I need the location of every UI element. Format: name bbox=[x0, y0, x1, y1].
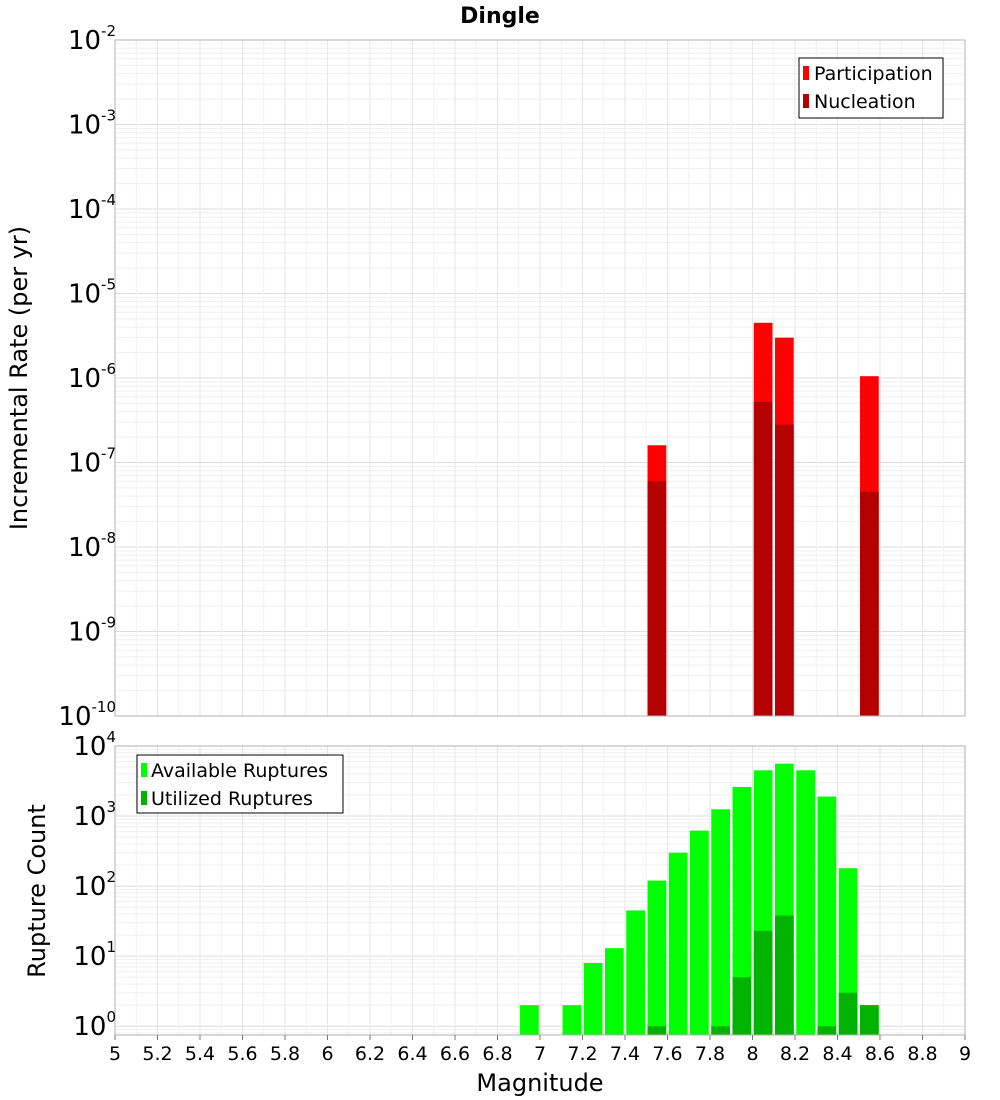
rate-bars bbox=[647, 322, 879, 716]
utilized-legend-label: Utilized Ruptures bbox=[151, 788, 313, 810]
x-tick-label: 6.2 bbox=[355, 1043, 385, 1065]
x-tick-label: 6 bbox=[321, 1043, 333, 1065]
y-tick-label: 10-10 bbox=[58, 698, 116, 732]
x-tick-label: 5.6 bbox=[227, 1043, 257, 1065]
y-tick-label: 10-9 bbox=[68, 614, 116, 648]
count-bar-available-ruptures bbox=[711, 809, 730, 1035]
x-tick-label: 5.4 bbox=[185, 1043, 215, 1065]
nucleation-legend-swatch bbox=[803, 94, 809, 108]
y-tick-label: 10-5 bbox=[68, 276, 116, 310]
x-tick-label: 7.6 bbox=[652, 1043, 682, 1065]
rate-grid bbox=[114, 40, 966, 717]
count-bar-available-ruptures bbox=[626, 910, 645, 1035]
count-panel: 104 103 102 101 100 5 5.2 5.4 5.6 5.8 6 6.2 6.4 6.6 6… bbox=[23, 728, 971, 1097]
count-bar-available-ruptures bbox=[796, 770, 815, 1035]
rate-bar-nucleation bbox=[647, 481, 667, 716]
rate-legend: Participation Nucleation bbox=[798, 57, 944, 119]
available-legend-swatch bbox=[141, 763, 147, 777]
count-bar-available-ruptures bbox=[583, 962, 603, 1035]
y-tick-label: 100 bbox=[73, 1008, 116, 1042]
count-bar-utilized-ruptures bbox=[838, 992, 858, 1035]
x-tick-label: 7.2 bbox=[567, 1043, 597, 1065]
count-bar-available-ruptures bbox=[647, 880, 667, 1035]
y-tick-label: 101 bbox=[73, 938, 116, 972]
count-bar-available-ruptures bbox=[690, 830, 709, 1035]
count-bar-available-ruptures bbox=[520, 1005, 539, 1035]
count-bar-utilized-ruptures bbox=[647, 1026, 667, 1035]
y-tick-label: 102 bbox=[73, 868, 116, 902]
count-bar-available-ruptures bbox=[605, 948, 624, 1035]
chart-title: Dingle bbox=[460, 4, 540, 29]
x-tick-label: 6.6 bbox=[440, 1043, 470, 1065]
rate-plot-frame bbox=[114, 39, 966, 717]
count-y-tick-labels: 104 103 102 101 100 bbox=[73, 728, 116, 1042]
count-bar-available-ruptures bbox=[668, 852, 688, 1035]
rate-panel: 10-2 10-3 10-4 10-5 10-6 10-7 10-8 10-9 10-10 In… bbox=[5, 22, 966, 732]
count-bar-utilized-ruptures bbox=[860, 1005, 879, 1035]
x-axis-label: Magnitude bbox=[476, 1069, 603, 1097]
count-y-axis-label: Rupture Count bbox=[23, 804, 51, 978]
count-legend: Available Ruptures Utilized Ruptures bbox=[136, 754, 344, 814]
y-tick-label: 10-3 bbox=[68, 107, 116, 141]
x-tick-label: 5.2 bbox=[142, 1043, 172, 1065]
magnitude-tick-labels: 5 5.2 5.4 5.6 5.8 6 6.2 6.4 6.6 6.8 7 7.2 7.4 7.6 7.8 8… bbox=[109, 1035, 971, 1065]
count-bar-utilized-ruptures bbox=[753, 930, 773, 1035]
rate-y-tick-labels: 10-2 10-3 10-4 10-5 10-6 10-7 10-8 10-9 10-10 bbox=[58, 22, 116, 732]
count-bar-available-ruptures bbox=[817, 796, 837, 1035]
y-tick-label: 10-2 bbox=[68, 22, 116, 56]
participation-legend-label: Participation bbox=[814, 63, 933, 85]
utilized-legend-swatch bbox=[141, 791, 147, 805]
x-tick-label: 8 bbox=[746, 1043, 758, 1065]
count-bar-utilized-ruptures bbox=[732, 977, 752, 1035]
available-legend-label: Available Ruptures bbox=[151, 760, 328, 782]
x-tick-label: 7 bbox=[534, 1043, 546, 1065]
y-tick-label: 10-4 bbox=[68, 191, 116, 225]
x-tick-label: 8.6 bbox=[865, 1043, 895, 1065]
x-tick-label: 5 bbox=[109, 1043, 121, 1065]
count-bar-available-ruptures bbox=[732, 786, 752, 1035]
rate-bar-nucleation bbox=[753, 401, 773, 716]
y-tick-label: 103 bbox=[73, 798, 116, 832]
x-tick-label: 8.2 bbox=[780, 1043, 810, 1065]
nucleation-legend-label: Nucleation bbox=[814, 91, 916, 113]
count-bars bbox=[520, 763, 879, 1035]
y-tick-label: 104 bbox=[73, 728, 116, 762]
x-tick-label: 6.4 bbox=[397, 1043, 427, 1065]
x-tick-label: 7.8 bbox=[695, 1043, 725, 1065]
x-tick-label: 9 bbox=[959, 1043, 971, 1065]
participation-legend-swatch bbox=[803, 66, 809, 80]
count-bar-utilized-ruptures bbox=[711, 1026, 730, 1035]
x-tick-label: 8.8 bbox=[907, 1043, 937, 1065]
x-tick-label: 5.8 bbox=[270, 1043, 300, 1065]
count-bar-utilized-ruptures bbox=[817, 1026, 837, 1035]
x-tick-label: 8.4 bbox=[822, 1043, 852, 1065]
x-tick-label: 6.8 bbox=[482, 1043, 512, 1065]
x-tick-label: 7.4 bbox=[610, 1043, 640, 1065]
count-bar-utilized-ruptures bbox=[775, 915, 794, 1035]
y-tick-label: 10-7 bbox=[68, 445, 116, 479]
rate-bar-nucleation bbox=[860, 491, 879, 716]
count-bar-available-ruptures bbox=[562, 1005, 582, 1035]
y-tick-label: 10-6 bbox=[68, 360, 116, 394]
y-tick-label: 10-8 bbox=[68, 529, 116, 563]
rate-bar-nucleation bbox=[775, 424, 794, 716]
rate-y-axis-label: Incremental Rate (per yr) bbox=[5, 226, 33, 530]
